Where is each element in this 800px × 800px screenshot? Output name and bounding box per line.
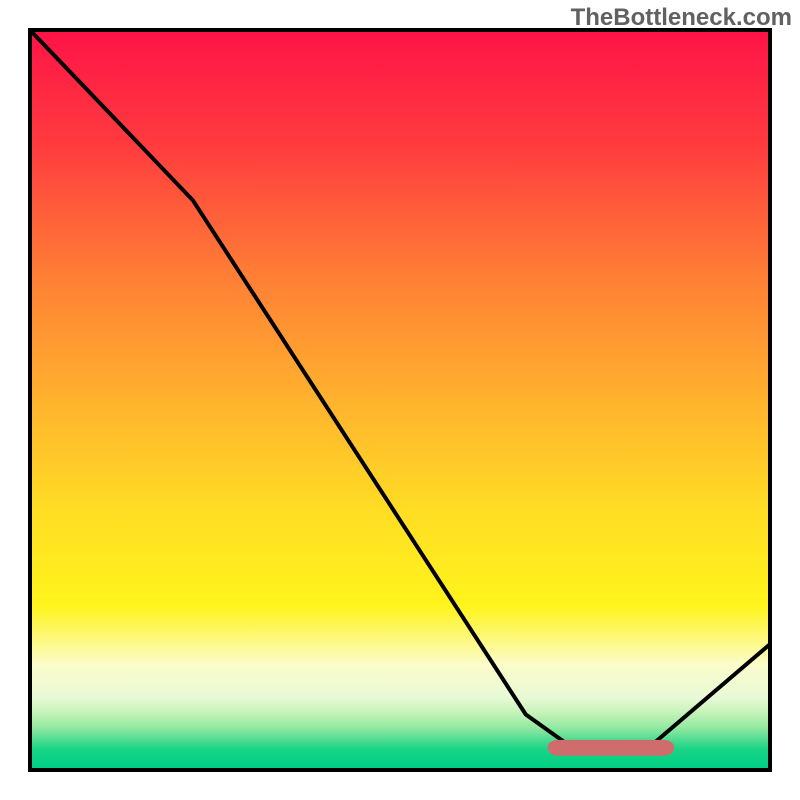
chart-container: TheBottleneck.com: [0, 0, 800, 800]
bottleneck-chart: [0, 0, 800, 800]
optimal-range-marker: [548, 740, 674, 755]
gradient-background: [32, 32, 768, 768]
watermark-text: TheBottleneck.com: [571, 4, 792, 32]
